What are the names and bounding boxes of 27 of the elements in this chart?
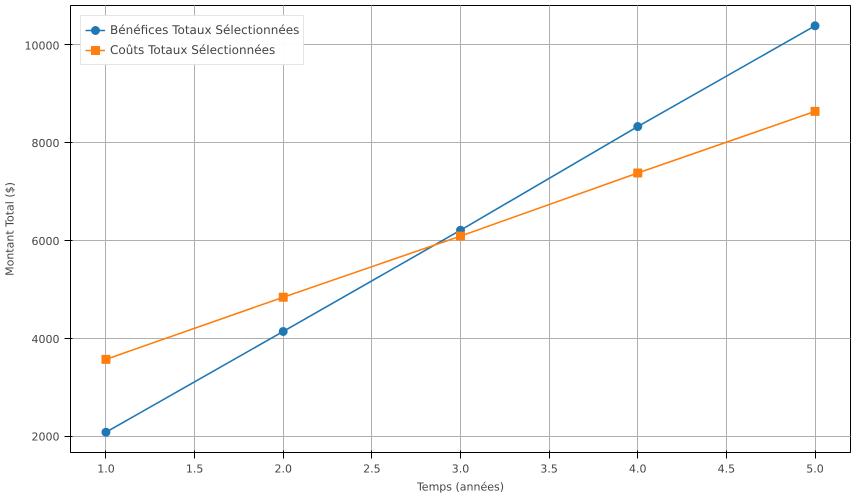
y-tick-label: 8000 [32,137,60,150]
point [101,428,110,437]
point [633,122,642,132]
point [633,168,642,178]
y-tick-label: 6000 [32,234,60,248]
point [456,232,465,241]
y-tick-label: 4000 [32,332,60,346]
x-tick-label: 4.5 [718,462,736,476]
point [810,106,820,116]
x-tick-label: 1.5 [186,462,204,476]
y-tick-label: 2000 [32,430,60,444]
point [810,21,820,30]
y-tick-label: 10000 [24,39,60,52]
point [278,326,288,336]
legend-label: Bénéfices Totaux Sélectionnées [110,23,300,37]
x-tick-label: 1.0 [97,462,115,476]
y-axis-title: Montant Total ($) [4,182,17,276]
legend-label: Coûts Totaux Sélectionnées [110,43,276,57]
x-tick-label: 5.0 [806,462,824,476]
x-axis-title: Temps (années) [416,480,504,494]
x-tick-label: 2.5 [363,462,381,476]
x-tick-label: 3.0 [452,462,470,476]
point [278,292,288,302]
x-tick-label: 4.0 [629,462,647,476]
point [101,354,110,364]
x-tick-label: 2.0 [274,462,292,476]
x-tick-label: 3.5 [540,462,558,476]
